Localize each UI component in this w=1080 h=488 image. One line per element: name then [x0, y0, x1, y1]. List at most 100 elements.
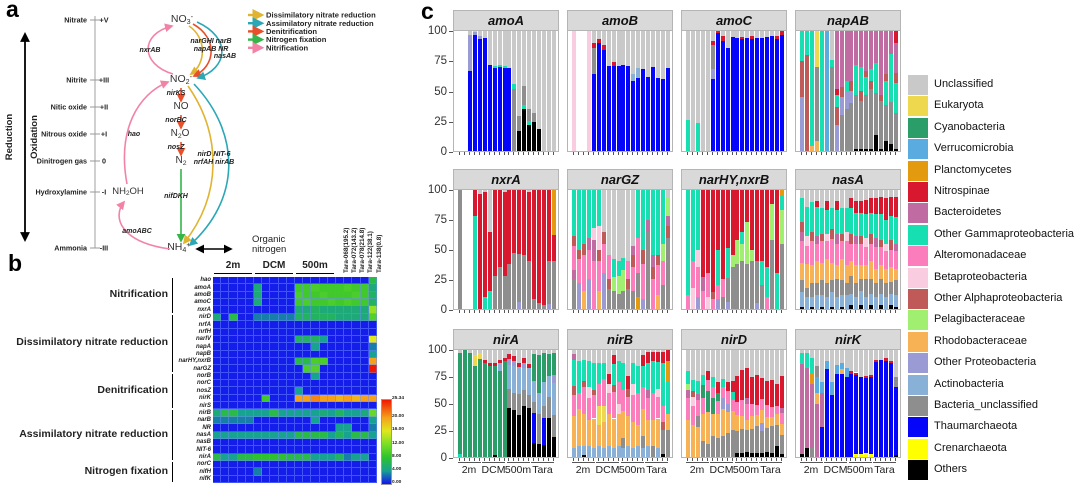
- bar-segment: [517, 130, 522, 151]
- x-tick: [716, 152, 718, 155]
- heatmap-cell: [229, 424, 238, 432]
- bar-segment: [710, 292, 715, 300]
- bar-segment: [824, 259, 829, 283]
- bar-segment: [587, 31, 592, 151]
- heatmap-row-gene: amoA: [194, 284, 211, 291]
- facet-plot: [681, 31, 787, 152]
- heatmap-cell: [286, 372, 295, 381]
- bar-segment: [710, 435, 715, 457]
- bar-segment: [864, 297, 869, 309]
- bar-segment: [691, 390, 696, 398]
- x-tick: [656, 152, 658, 155]
- group-bracket: [172, 462, 174, 483]
- x-tick: [513, 310, 515, 313]
- bar-segment: [696, 393, 701, 401]
- heatmap-cell: [270, 335, 279, 344]
- x-tick: [617, 152, 619, 155]
- x-tick: [855, 458, 857, 461]
- heatmap-cell: [221, 380, 230, 388]
- bar-segment: [572, 386, 577, 395]
- heatmap-cell: [270, 299, 279, 307]
- heatmap-cell: [352, 284, 361, 292]
- bar-segment: [517, 254, 522, 302]
- bar-segment: [551, 235, 556, 262]
- bar-segment: [616, 446, 621, 457]
- y-tick-label: 50: [434, 244, 447, 256]
- bar-segment: [883, 268, 888, 283]
- bar-segment: [606, 279, 611, 289]
- bar-segment: [572, 448, 577, 457]
- pathway-arrow: [182, 85, 214, 245]
- pathway-legend-label: Dissimilatory nitrate reduction: [266, 11, 376, 20]
- bar-segment: [482, 38, 487, 151]
- bar-segment: [720, 387, 725, 399]
- heatmap-cell: [319, 277, 328, 285]
- x-tick: [801, 458, 803, 461]
- bar-segment: [854, 64, 859, 95]
- x-tick: [741, 310, 743, 313]
- gene-label: nxrAB: [139, 47, 160, 54]
- bar-segment: [536, 129, 541, 151]
- y-tick: [449, 458, 453, 459]
- heatmap-cell: [295, 475, 304, 484]
- bar-segment: [878, 293, 883, 306]
- heatmap-cell: [245, 357, 254, 366]
- bar-segment: [878, 100, 883, 149]
- heatmap-cell: [303, 394, 312, 403]
- heatmap-cell: [270, 438, 279, 447]
- bar-segment: [536, 414, 541, 445]
- bar-segment: [650, 360, 655, 393]
- bar-segment: [854, 282, 859, 298]
- heatmap-cell: [270, 313, 279, 322]
- heatmap-cell: [213, 372, 222, 381]
- legend-label: Other Gammaproteobacteria: [934, 227, 1075, 240]
- bar-segment: [611, 259, 616, 277]
- bar-segment: [820, 207, 825, 235]
- heatmap-cell: [278, 299, 287, 307]
- bar-segment: [888, 143, 893, 151]
- legend-swatch: [908, 160, 928, 181]
- bar-segment: [592, 261, 597, 309]
- bar-segment: [779, 243, 784, 309]
- bar-segment: [601, 273, 606, 309]
- bar-segment: [779, 423, 784, 435]
- bar-segment: [527, 124, 532, 151]
- bar-segment: [730, 267, 735, 309]
- bar-segment: [587, 419, 592, 447]
- heatmap-cell: [286, 402, 295, 410]
- bar-segment: [626, 350, 631, 376]
- x-tick: [736, 310, 738, 313]
- heatmap-cell: [311, 475, 320, 484]
- x-tick: [469, 152, 471, 155]
- x-tick: [840, 310, 842, 313]
- bar-segment: [696, 249, 701, 268]
- redox-name: Nitic oxide: [51, 103, 87, 112]
- x-tick: [884, 458, 886, 461]
- heatmap-cell: [303, 461, 312, 469]
- x-tick: [607, 310, 609, 313]
- bar-segment: [800, 306, 805, 309]
- bar-segment: [815, 206, 820, 237]
- heatmap-row-gene: nirS: [199, 402, 211, 409]
- bar-segment: [473, 190, 478, 217]
- bar-segment: [616, 414, 621, 447]
- legend-label: Pelagibacteraceae: [934, 313, 1026, 326]
- bar-segment: [755, 425, 760, 453]
- bar-segment: [531, 413, 536, 444]
- heatmap-cell: [303, 431, 312, 439]
- redox-name: Dinitrogen gas: [37, 157, 87, 166]
- heatmap-cell: [352, 357, 361, 366]
- heatmap-cell: [278, 335, 287, 344]
- heatmap-cell: [262, 335, 271, 344]
- bar-segment: [551, 374, 556, 384]
- x-tick: [830, 458, 832, 461]
- heatmap-cell: [262, 365, 271, 373]
- x-group-label: 500m: [504, 464, 532, 476]
- heatmap-cell: [336, 291, 345, 300]
- bar-segment: [492, 31, 497, 66]
- redox-state: +II: [100, 103, 108, 112]
- x-tick: [697, 458, 699, 461]
- bar-segment: [660, 31, 665, 79]
- x-tick: [528, 458, 530, 461]
- bar-segment: [531, 190, 536, 300]
